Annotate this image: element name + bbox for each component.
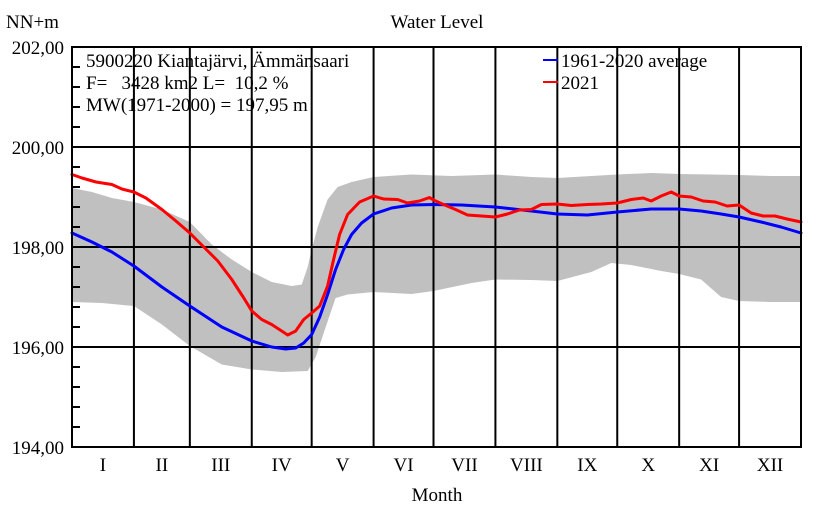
info-mean-level: MW(1971-2000) = 197,95 m — [86, 95, 308, 116]
chart-title: Water Level — [391, 12, 484, 33]
range-band-layer — [72, 173, 801, 372]
x-tick-label: II — [156, 455, 169, 476]
info-station: 5900220 Kiantajärvi, Ämmänsaari — [86, 51, 349, 72]
legend-label-2021: 2021 — [561, 73, 599, 94]
y-tick-label: 202,00 — [12, 38, 64, 59]
y-tick-label: 194,00 — [12, 438, 64, 459]
y-tick-label: 198,00 — [12, 238, 64, 259]
series-line-average — [70, 203, 803, 351]
x-tick-label: VIII — [510, 455, 543, 476]
plot-frame — [71, 46, 802, 448]
info-box: 5900220 Kiantajärvi, Ämmänsaari F= 3428 … — [86, 51, 349, 116]
x-tick-label: I — [100, 455, 106, 476]
x-tick-label: IV — [272, 455, 292, 476]
x-tick-label: III — [211, 455, 230, 476]
info-area: F= 3428 km2 L= 10,2 % — [86, 73, 289, 94]
series-layer — [70, 173, 803, 351]
grid-layer — [72, 47, 801, 447]
legend-label-average: 1961-2020 average — [561, 51, 707, 72]
x-tick-label: VI — [394, 455, 414, 476]
range-band — [72, 173, 801, 372]
x-axis-label: Month — [412, 485, 463, 506]
y-tick-labels: 194,00 196,00 198,00 200,00 202,00 — [12, 38, 64, 459]
x-tick-label: V — [336, 455, 350, 476]
legend: 1961-2020 average 2021 — [543, 51, 707, 94]
y-tick-label: 196,00 — [12, 338, 64, 359]
x-tick-label: VII — [451, 455, 477, 476]
x-tick-label: XII — [757, 455, 783, 476]
y-axis-label: NN+m — [6, 12, 59, 33]
y-tick-label: 200,00 — [12, 138, 64, 159]
x-tick-label: IX — [577, 455, 597, 476]
x-tick-label: X — [641, 455, 655, 476]
x-tick-labels: I II III IV V VI VII VIII IX X XI XII — [100, 455, 783, 476]
series-line-2021 — [70, 173, 803, 337]
x-tick-label: XI — [699, 455, 719, 476]
